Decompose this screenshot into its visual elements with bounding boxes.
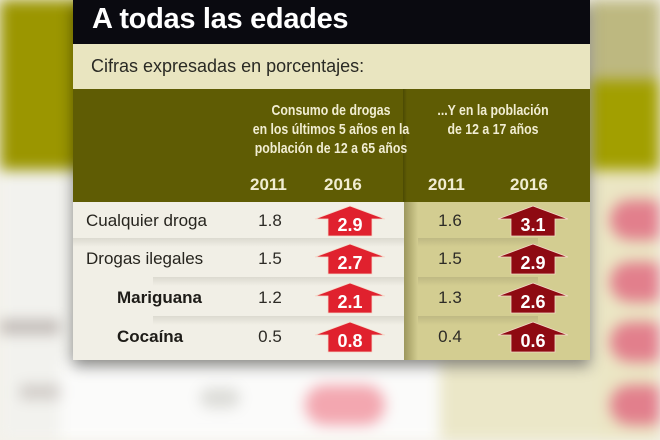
row-label: Drogas ilegales xyxy=(86,249,204,268)
group-title-line: en los últimos 5 años en la xyxy=(252,121,410,138)
row-separator xyxy=(153,316,404,325)
value-2011-all-ages: 1.5 xyxy=(258,249,282,268)
value-2011-youth: 1.3 xyxy=(438,288,462,307)
row-separator xyxy=(153,277,404,286)
table-row: Drogas ilegales 1.5 2.7 1.5 2.9 xyxy=(73,238,590,278)
up-arrow-icon xyxy=(497,205,569,237)
increase-value: 0.6 xyxy=(520,331,546,351)
up-arrow-icon xyxy=(314,205,386,237)
up-arrow-icon xyxy=(314,321,386,353)
row-separator xyxy=(73,238,404,247)
value-2016-youth: 2.9 xyxy=(497,243,569,275)
table-row: Mariguana 1.2 2.1 1.3 2.6 xyxy=(73,277,590,317)
bg-block xyxy=(590,0,660,80)
value-2016-all-ages: 0.8 xyxy=(314,321,386,353)
bg-block xyxy=(440,360,600,440)
increase-value: 2.6 xyxy=(520,292,546,312)
value-2011-youth: 0.4 xyxy=(438,327,462,346)
up-arrow-icon xyxy=(314,243,386,275)
bg-block xyxy=(305,385,385,425)
group-title-line: Consumo de drogas xyxy=(271,102,391,119)
value-2011-all-ages: 1.8 xyxy=(258,211,282,230)
value-2016-youth: 0.6 xyxy=(497,321,569,353)
page-title: A todas las edades xyxy=(92,3,349,35)
table-row: Cualquier droga 1.8 2.9 1.6 3.1 xyxy=(73,202,590,240)
up-arrow-icon xyxy=(497,282,569,314)
increase-value: 2.9 xyxy=(520,253,546,273)
bg-block xyxy=(610,200,660,240)
year-header: 2016 xyxy=(510,175,548,194)
header-divider xyxy=(403,89,407,202)
row-separator xyxy=(418,238,538,247)
bg-block xyxy=(0,320,60,334)
bg-block xyxy=(610,262,660,302)
value-2011-all-ages: 0.5 xyxy=(258,327,282,346)
group-title-all-ages: Consumo de drogas en los últimos 5 años … xyxy=(241,101,421,158)
increase-value: 3.1 xyxy=(520,215,546,235)
up-arrow-icon xyxy=(314,282,386,314)
year-header: 2016 xyxy=(324,175,362,194)
year-header: 2011 xyxy=(250,175,287,194)
subtitle-bar: Cifras expresadas en porcentajes: xyxy=(73,44,590,89)
value-2011-youth: 1.6 xyxy=(438,211,462,230)
group-title-line: de 12 a 17 años xyxy=(447,121,539,138)
infographic-card: A todas las edades Cifras expresadas en … xyxy=(73,0,590,360)
increase-value: 2.9 xyxy=(337,215,363,235)
table-header: Consumo de drogas en los últimos 5 años … xyxy=(73,89,590,202)
up-arrow-icon xyxy=(497,321,569,353)
value-2016-youth: 2.6 xyxy=(497,282,569,314)
year-header: 2011 xyxy=(428,175,465,194)
group-title-youth: ...Y en la población de 12 a 17 años xyxy=(411,101,575,139)
value-2011-all-ages: 1.2 xyxy=(258,288,282,307)
row-label: Cualquier droga xyxy=(86,211,207,230)
row-separator xyxy=(418,277,538,286)
group-title-line: población de 12 a 65 años xyxy=(254,140,408,157)
increase-value: 2.7 xyxy=(337,253,363,273)
value-2016-all-ages: 2.9 xyxy=(314,205,386,237)
up-arrow-icon xyxy=(497,243,569,275)
value-2016-all-ages: 2.1 xyxy=(314,282,386,314)
bg-block xyxy=(590,80,660,170)
value-2011-youth: 1.5 xyxy=(438,249,462,268)
table-row: Cocaína 0.5 0.8 0.4 0.6 xyxy=(73,316,590,356)
value-2016-youth: 3.1 xyxy=(497,205,569,237)
value-2016-all-ages: 2.7 xyxy=(314,243,386,275)
title-bar: A todas las edades xyxy=(73,0,590,44)
row-label: Cocaína xyxy=(117,327,184,346)
bg-block xyxy=(200,388,240,408)
bg-block xyxy=(610,385,660,425)
increase-value: 0.8 xyxy=(337,331,363,351)
group-title-line: ...Y en la población xyxy=(437,102,549,119)
increase-value: 2.1 xyxy=(337,292,363,312)
row-label: Mariguana xyxy=(117,288,203,307)
subtitle: Cifras expresadas en porcentajes: xyxy=(91,56,365,76)
bg-block xyxy=(610,322,660,362)
row-separator xyxy=(418,316,538,325)
